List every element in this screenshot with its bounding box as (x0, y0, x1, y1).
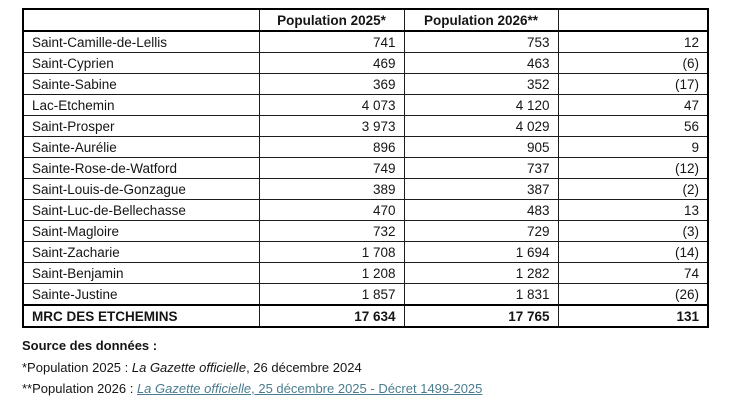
pop2026-cell: 1 831 (403, 283, 559, 306)
note-2025-prefix: *Population 2025 : (22, 359, 132, 375)
pop2025-cell: 896 (258, 136, 405, 158)
total-pop2026-cell: 17 765 (403, 304, 559, 328)
col-header-pop2025: Population 2025* (258, 8, 405, 32)
pop2026-cell: 4 029 (403, 115, 559, 137)
table-row: Lac-Etchemin 4 073 4 120 47 (22, 94, 709, 116)
total-diff-cell: 131 (557, 304, 709, 328)
municipality-name-cell: Sainte-Justine (22, 283, 260, 306)
pop2025-cell: 1 708 (258, 241, 405, 263)
pop2025-cell: 470 (258, 199, 405, 221)
gazette-2026-link[interactable]: La Gazette officielle, 25 décembre 2025 … (137, 381, 482, 396)
diff-cell: 13 (557, 199, 709, 221)
diff-cell: 56 (557, 115, 709, 137)
table-row: Saint-Louis-de-Gonzague 389 387 (2) (22, 178, 709, 200)
municipality-name-cell: Saint-Cyprien (22, 52, 260, 74)
gazette-2026-link-rest: , 25 décembre 2025 - Décret 1499-2025 (251, 381, 483, 396)
pop2026-cell: 4 120 (403, 94, 559, 116)
table-row: Saint-Prosper 3 973 4 029 56 (22, 115, 709, 137)
diff-cell: (17) (557, 73, 709, 95)
diff-cell: 12 (557, 30, 709, 53)
col-header-diff (557, 8, 709, 32)
note-population-2025: *Population 2025 : La Gazette officielle… (22, 357, 707, 379)
table-row: Sainte-Aurélie 896 905 9 (22, 136, 709, 158)
pop2026-cell: 729 (403, 220, 559, 242)
note-2025-gazette-title: La Gazette officielle (131, 359, 247, 375)
municipality-name-cell: Saint-Camille-de-Lellis (22, 30, 260, 53)
pop2026-cell: 753 (403, 30, 559, 53)
pop2025-cell: 732 (258, 220, 405, 242)
municipality-name-cell: Saint-Magloire (22, 220, 260, 242)
diff-cell: 47 (557, 94, 709, 116)
table-row: Saint-Luc-de-Bellechasse 470 483 13 (22, 199, 709, 221)
pop2026-cell: 905 (403, 136, 559, 158)
header-row: Population 2025* Population 2026** (22, 8, 709, 32)
pop2025-cell: 1 857 (258, 283, 405, 306)
pop2026-cell: 463 (403, 52, 559, 74)
note-population-2026: **Population 2026 : La Gazette officiell… (22, 378, 707, 400)
diff-cell: 74 (557, 262, 709, 284)
municipality-name-cell: Saint-Benjamin (22, 262, 260, 284)
note-2026-prefix: **Population 2026 : (22, 381, 137, 396)
pop2025-cell: 389 (258, 178, 405, 200)
diff-cell: (12) (557, 157, 709, 179)
municipality-name-cell: Sainte-Sabine (22, 73, 260, 95)
note-2025-suffix: , 26 décembre 2024 (246, 359, 362, 375)
col-header-municipality (22, 8, 260, 32)
municipality-name-cell: Saint-Zacharie (22, 241, 260, 263)
municipality-name-cell: Lac-Etchemin (22, 94, 260, 116)
table-row: Saint-Magloire 732 729 (3) (22, 220, 709, 242)
table-row: Saint-Zacharie 1 708 1 694 (14) (22, 241, 709, 263)
pop2025-cell: 369 (258, 73, 405, 95)
municipality-name-cell: Sainte-Aurélie (22, 136, 260, 158)
diff-cell: (3) (557, 220, 709, 242)
pop2026-cell: 737 (403, 157, 559, 179)
table-row: Sainte-Justine 1 857 1 831 (26) (22, 283, 709, 306)
pop2026-cell: 352 (403, 73, 559, 95)
municipality-name-cell: Saint-Prosper (22, 115, 260, 137)
pop2026-cell: 1 282 (403, 262, 559, 284)
pop2026-cell: 1 694 (403, 241, 559, 263)
total-row: MRC DES ETCHEMINS 17 634 17 765 131 (22, 304, 709, 328)
municipality-name-cell: Saint-Louis-de-Gonzague (22, 178, 260, 200)
table-row: Saint-Cyprien 469 463 (6) (22, 52, 709, 74)
pop2025-cell: 469 (258, 52, 405, 74)
diff-cell: (2) (557, 178, 709, 200)
source-notes: Source des données : *Population 2025 : … (22, 335, 707, 400)
table-row: Sainte-Rose-de-Watford 749 737 (12) (22, 157, 709, 179)
pop2026-cell: 387 (403, 178, 559, 200)
diff-cell: 9 (557, 136, 709, 158)
source-label: Source des données : (22, 338, 158, 353)
pop2025-cell: 3 973 (258, 115, 405, 137)
pop2025-cell: 749 (258, 157, 405, 179)
pop2025-cell: 741 (258, 30, 405, 53)
total-name-cell: MRC DES ETCHEMINS (22, 304, 260, 328)
pop2025-cell: 1 208 (258, 262, 405, 284)
total-pop2025-cell: 17 634 (258, 304, 405, 328)
gazette-2026-link-title: La Gazette officielle (136, 381, 252, 396)
municipality-name-cell: Saint-Luc-de-Bellechasse (22, 199, 260, 221)
table-row: Saint-Benjamin 1 208 1 282 74 (22, 262, 709, 284)
diff-cell: (14) (557, 241, 709, 263)
municipality-name-cell: Sainte-Rose-de-Watford (22, 157, 260, 179)
population-table: Population 2025* Population 2026** Saint… (22, 8, 709, 328)
diff-cell: (6) (557, 52, 709, 74)
diff-cell: (26) (557, 283, 709, 306)
col-header-pop2026: Population 2026** (403, 8, 559, 32)
table-row: Sainte-Sabine 369 352 (17) (22, 73, 709, 95)
pop2025-cell: 4 073 (258, 94, 405, 116)
table-row: Saint-Camille-de-Lellis 741 753 12 (22, 30, 709, 53)
pop2026-cell: 483 (403, 199, 559, 221)
